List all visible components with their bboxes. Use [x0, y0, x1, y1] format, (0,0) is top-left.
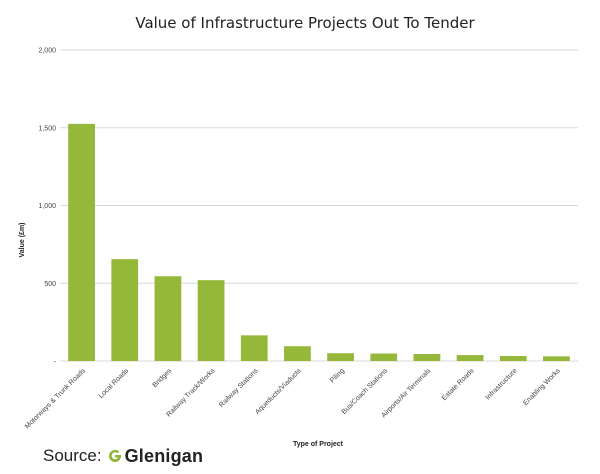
bar: [197, 280, 225, 361]
x-tick-label: Bus/Coach Stations: [341, 367, 390, 416]
x-tick-label: Enabling Works: [522, 367, 562, 407]
y-tick-label: -: [54, 359, 57, 366]
x-tick-label: Railway Track/Works: [165, 367, 216, 418]
gridlines: [60, 49, 578, 362]
x-tick-label: Airports/Air Terminals: [380, 367, 432, 419]
glenigan-logo: Glenigan: [108, 446, 204, 467]
x-tick-label: Bridges: [152, 367, 174, 389]
glenigan-logo-text: Glenigan: [124, 445, 204, 466]
y-tick-labels: - 500 1,000 1,500 2,000: [38, 48, 56, 366]
x-tick-label: Motorways & Trunk Roads: [24, 367, 87, 430]
x-tick-label: Aqueducts/Viaducts: [254, 367, 303, 416]
bar: [456, 355, 484, 361]
x-tick-label: Railway Stations: [218, 367, 260, 409]
bar: [68, 123, 95, 361]
source-label: Source:: [43, 446, 102, 465]
y-tick-label: 1,500: [38, 125, 56, 132]
bars: [68, 123, 570, 361]
bar: [413, 354, 441, 361]
y-tick-label: 2,000: [38, 48, 56, 55]
x-tick-label: Estate Roads: [441, 367, 476, 402]
y-tick-label: 1,000: [38, 203, 56, 210]
y-tick-label: 500: [44, 281, 56, 288]
bar: [327, 353, 354, 361]
y-axis-label: Value (£m): [19, 222, 26, 257]
glenigan-g-icon: [108, 449, 121, 462]
source-credit: Source: Glenigan: [43, 443, 203, 469]
bar: [543, 356, 570, 361]
bar: [240, 335, 268, 361]
bar: [154, 276, 182, 361]
x-tick-label: Piling: [329, 367, 346, 384]
bar: [284, 346, 311, 361]
bar: [111, 259, 139, 361]
x-axis-label: Type of Project: [293, 441, 344, 448]
bar: [370, 353, 398, 361]
bar: [499, 356, 527, 361]
chart-title: Value of Infrastructure Projects Out To …: [135, 14, 475, 32]
x-tick-labels: Motorways & Trunk Roads Local Roads Bridge…: [24, 367, 562, 430]
x-tick-label: Local Roads: [98, 367, 131, 400]
x-tick-label: Infrastructure: [485, 367, 519, 401]
